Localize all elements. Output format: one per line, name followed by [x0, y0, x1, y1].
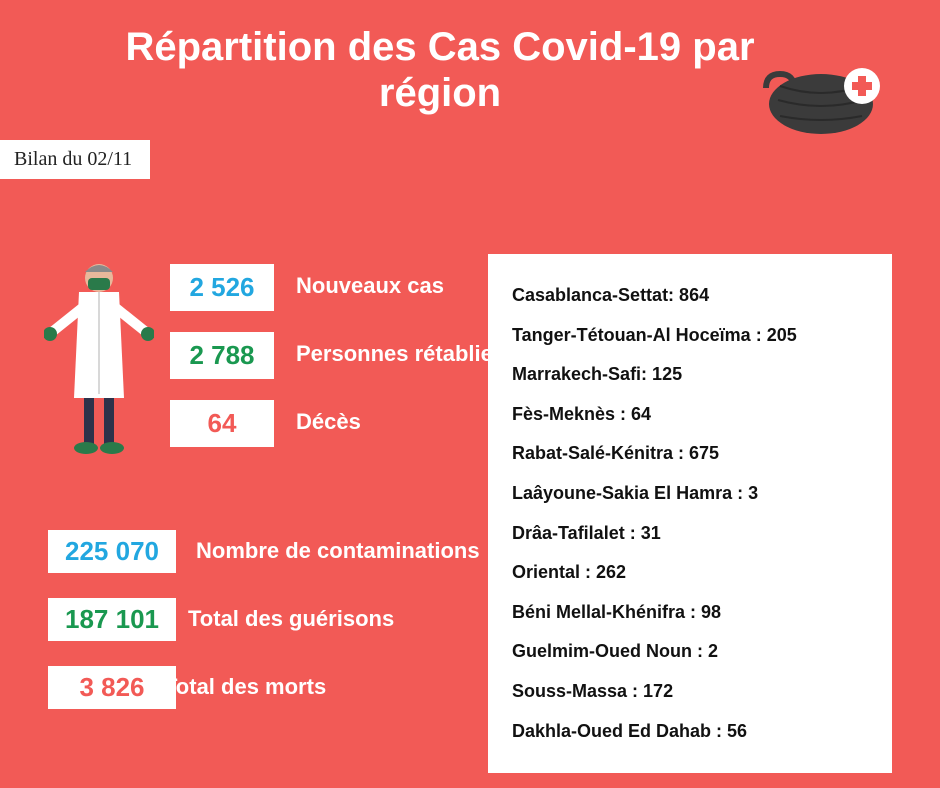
total-deaths-value: 3 826	[48, 666, 176, 709]
doctor-illustration	[44, 258, 154, 463]
region-row: Casablanca-Settat: 864	[512, 276, 868, 316]
total-contaminations-value: 225 070	[48, 530, 176, 573]
region-row: Guelmim-Oued Noun : 2	[512, 632, 868, 672]
total-recoveries-value: 187 101	[48, 598, 176, 641]
region-row: Rabat-Salé-Kénitra : 675	[512, 434, 868, 474]
region-row: Béni Mellal-Khénifra : 98	[512, 593, 868, 633]
region-row: Fès-Meknès : 64	[512, 395, 868, 435]
region-row: Oriental : 262	[512, 553, 868, 593]
stat-deaths-value: 64	[170, 400, 274, 447]
region-row: Dakhla-Oued Ed Dahab : 56	[512, 712, 868, 752]
stat-recovered-label: Personnes rétablies	[296, 341, 505, 367]
stat-deaths-label: Décès	[296, 409, 361, 435]
stat-recovered-value: 2 788	[170, 332, 274, 379]
region-row: Tanger-Tétouan-Al Hoceïma : 205	[512, 316, 868, 356]
total-deaths-label: Total des morts	[164, 674, 326, 700]
region-row: Drâa-Tafilalet : 31	[512, 514, 868, 554]
region-row: Laâyoune-Sakia El Hamra : 3	[512, 474, 868, 514]
total-recoveries-label: Total des guérisons	[188, 606, 394, 632]
region-row: Marrakech-Safi: 125	[512, 355, 868, 395]
stat-new-cases-label: Nouveaux cas	[296, 273, 444, 299]
regions-panel: Casablanca-Settat: 864 Tanger-Tétouan-Al…	[488, 254, 892, 773]
mask-icon	[756, 64, 886, 149]
region-row: Souss-Massa : 172	[512, 672, 868, 712]
stat-new-cases-value: 2 526	[170, 264, 274, 311]
date-badge: Bilan du 02/11	[0, 140, 150, 179]
total-contaminations-label: Nombre de contaminations	[196, 538, 480, 564]
